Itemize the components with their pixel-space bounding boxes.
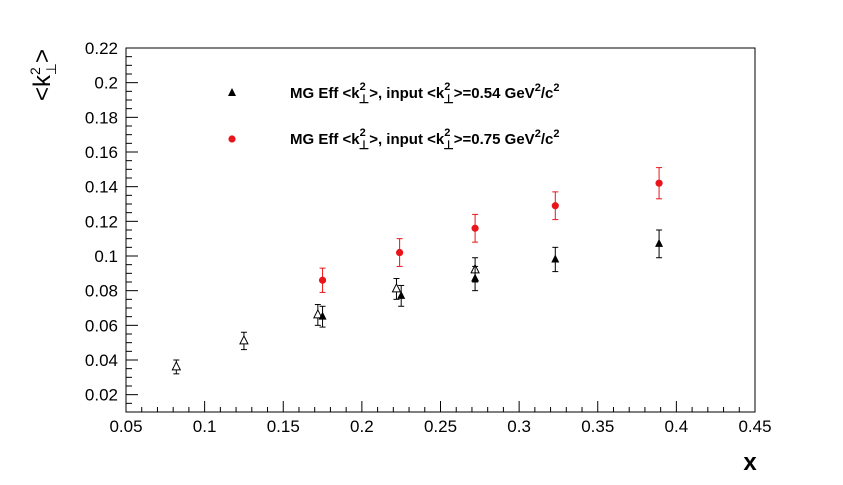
legend-entry: MG Eff <k2 ⊥>, input <k2 ⊥>=0.54 GeV2/c2 — [228, 81, 559, 106]
legend-entry: MG Eff <k2 ⊥>, input <k2 ⊥>=0.75 GeV2/c2 — [228, 127, 559, 152]
data-point — [228, 135, 236, 143]
series-open-triangle — [171, 257, 480, 375]
x-tick-label: 0.3 — [507, 417, 531, 436]
y-axis-title: <k2⊥> — [27, 49, 59, 101]
data-point — [551, 254, 560, 263]
data-point — [313, 308, 323, 319]
x-tick-label: 0.1 — [193, 417, 217, 436]
x-tick-label: 0.25 — [424, 417, 457, 436]
series-filled-triangle — [318, 229, 664, 328]
data-point — [239, 334, 249, 345]
series-filled-circle — [318, 167, 663, 293]
x-tick-label: 0.45 — [738, 417, 771, 436]
x-tick-label: 0.4 — [665, 417, 689, 436]
x-tick-label: 0.35 — [581, 417, 614, 436]
data-point — [655, 238, 664, 247]
y-tick-label: 0.2 — [94, 74, 118, 93]
x-tick-label: 0.15 — [267, 417, 300, 436]
y-tick-label: 0.02 — [85, 386, 118, 405]
x-tick-label: 0.05 — [109, 417, 142, 436]
legend-label: MG Eff <k2 ⊥>, input <k2 ⊥>=0.54 GeV2/c2 — [290, 81, 559, 106]
y-tick-label: 0.14 — [85, 178, 118, 197]
data-point — [655, 179, 663, 187]
x-axis-title: x — [743, 449, 757, 476]
x-tick-label: 0.2 — [350, 417, 374, 436]
data-point — [318, 311, 327, 320]
y-tick-label: 0.12 — [85, 212, 118, 231]
y-tick-label: 0.06 — [85, 316, 118, 335]
y-tick-label: 0.04 — [85, 351, 118, 370]
data-point — [391, 282, 402, 293]
y-tick-label: 0.08 — [85, 282, 118, 301]
data-point — [397, 290, 406, 299]
data-point — [228, 88, 236, 96]
legend-label: MG Eff <k2 ⊥>, input <k2 ⊥>=0.75 GeV2/c2 — [290, 127, 559, 152]
data-point — [471, 273, 480, 282]
y-tick-label: 0.22 — [85, 39, 118, 58]
y-tick-label: 0.16 — [85, 143, 118, 162]
data-point — [171, 360, 182, 371]
data-point — [551, 202, 559, 210]
data-point — [396, 248, 404, 257]
data-point — [318, 276, 327, 284]
data-point — [471, 224, 479, 232]
y-tick-label: 0.1 — [94, 247, 118, 266]
y-tick-label: 0.18 — [85, 108, 118, 127]
